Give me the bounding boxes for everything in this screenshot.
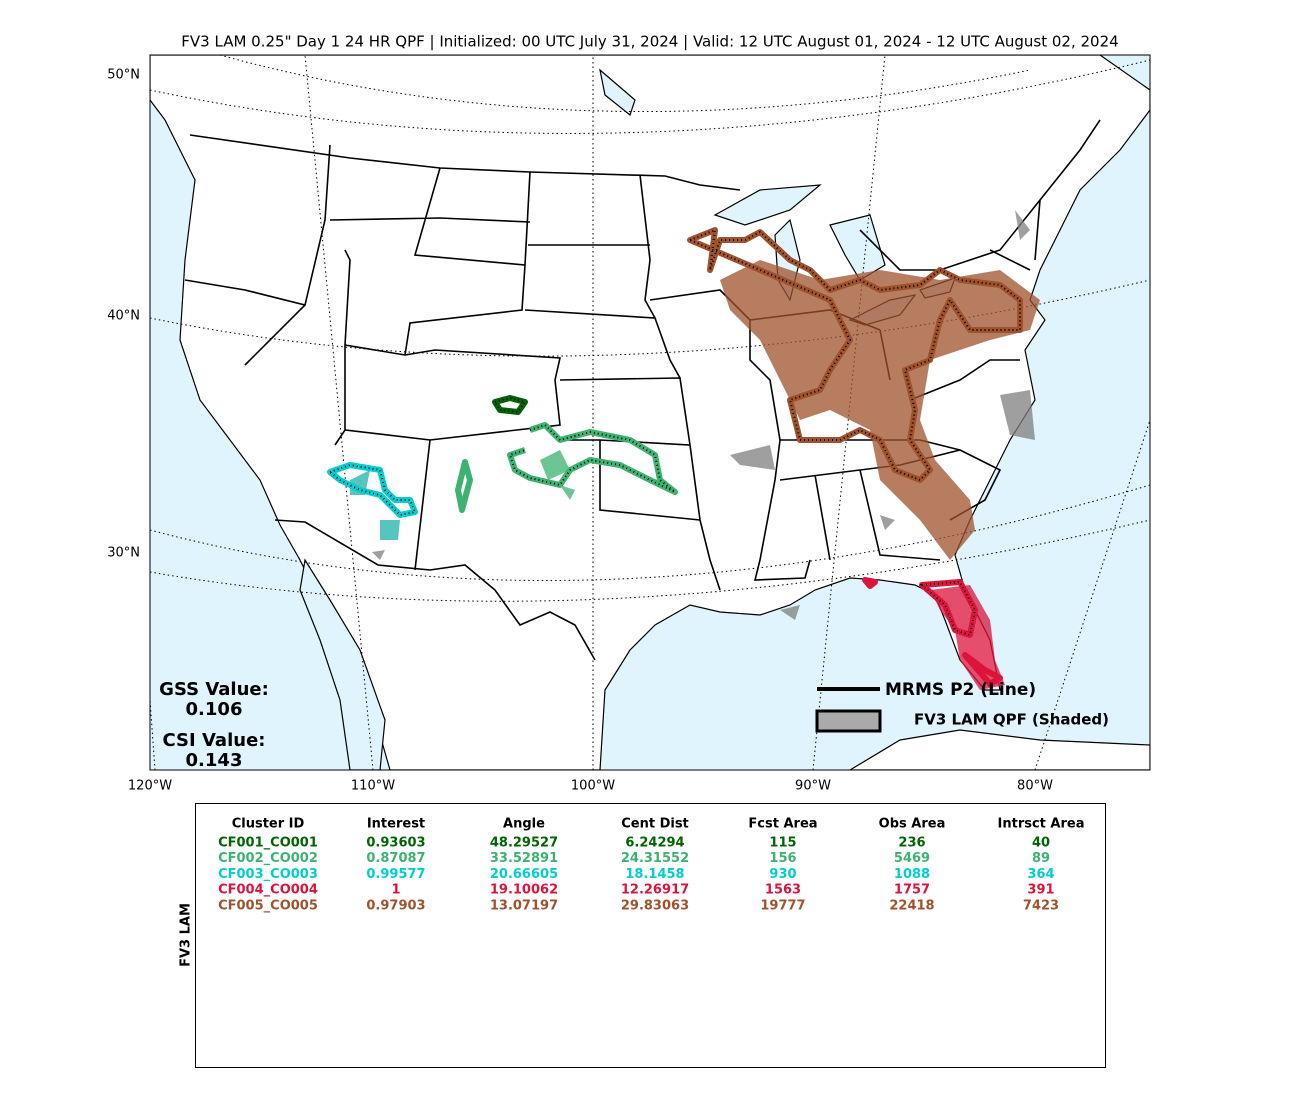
table-cell: 13.07197: [490, 898, 558, 913]
table-cell: 1757: [894, 883, 930, 898]
column-header: Fcst Area: [748, 817, 817, 832]
mrms-outlines: [327, 227, 1023, 687]
table-cell: 236: [898, 836, 925, 851]
table-cell: 19777: [760, 898, 805, 913]
table-cell: 29.83063: [621, 898, 689, 913]
title: FV3 LAM 0.25" Day 1 24 HR QPF | Initiali…: [181, 33, 1118, 51]
table-cell: 24.31552: [621, 851, 689, 866]
graticule: [150, 55, 1150, 770]
table-cell: 5469: [894, 851, 930, 866]
table-cell: CF004_CO004: [218, 883, 318, 898]
table-cell: 0.97903: [366, 898, 425, 913]
table-cell: CF005_CO005: [218, 898, 318, 913]
score-label: GSS Value:: [159, 679, 269, 700]
table-cell: 20.66605: [490, 867, 558, 882]
legend-swatch: [815, 709, 882, 733]
column-header: Interest: [367, 817, 425, 832]
table-cell: CF001_CO001: [218, 836, 318, 851]
table-cell: 48.29527: [490, 836, 558, 851]
map: MRMS P2 (Line) FV3 LAM QPF (Shaded): [149, 54, 1151, 771]
column-header: Angle: [503, 817, 545, 832]
lat-label: 50°N: [107, 68, 140, 83]
lat-label: 40°N: [107, 309, 140, 324]
table-cell: 7423: [1023, 898, 1059, 913]
table-cell: 22418: [889, 898, 934, 913]
score-label: CSI Value:: [163, 730, 266, 751]
table-cell: 115: [769, 836, 796, 851]
mrms-dots: [327, 228, 1021, 637]
column-header: Cent Dist: [621, 817, 689, 832]
table-cell: 1: [391, 883, 400, 898]
table-cell: CF002_CO002: [218, 851, 318, 866]
table-cell: 0.99577: [366, 867, 425, 882]
lat-label: 30°N: [107, 546, 140, 561]
legend-shaded-label: FV3 LAM QPF (Shaded): [914, 711, 1109, 729]
table-cell: 12.26917: [621, 883, 689, 898]
table-cell: 364: [1027, 867, 1054, 882]
table-cell: 89: [1032, 851, 1050, 866]
table-cell: 1088: [894, 867, 930, 882]
lon-label: 100°W: [571, 779, 615, 794]
table-cell: 0.93603: [366, 836, 425, 851]
table-frame: [195, 803, 1106, 1068]
table-cell: 19.10062: [490, 883, 558, 898]
greenland-land: [848, 729, 1150, 770]
lon-label: 120°W: [128, 779, 172, 794]
lon-label: 90°W: [795, 779, 831, 794]
table-cell: 40: [1032, 836, 1050, 851]
table-side-label: FV3 LAM: [179, 903, 194, 967]
table-cell: 391: [1027, 883, 1054, 898]
score-value: 0.143: [186, 750, 243, 771]
table-cell: 0.87087: [366, 851, 425, 866]
score-value: 0.106: [186, 699, 243, 720]
table-cell: 18.1458: [625, 867, 684, 882]
column-header: Intrsct Area: [998, 817, 1085, 832]
column-header: Obs Area: [879, 817, 946, 832]
column-header: Cluster ID: [232, 817, 305, 832]
baja: [299, 558, 386, 770]
table-cell: 33.52891: [490, 851, 558, 866]
table-cell: 930: [769, 867, 796, 882]
lon-label: 80°W: [1017, 779, 1053, 794]
table-cell: 6.24294: [625, 836, 684, 851]
table-cell: CF003_CO003: [218, 867, 318, 882]
table-cell: 1563: [765, 883, 801, 898]
map-frame: [149, 54, 1151, 771]
lon-label: 110°W: [351, 779, 395, 794]
legend-line-label: MRMS P2 (Line): [885, 680, 1036, 700]
table-cell: 156: [769, 851, 796, 866]
